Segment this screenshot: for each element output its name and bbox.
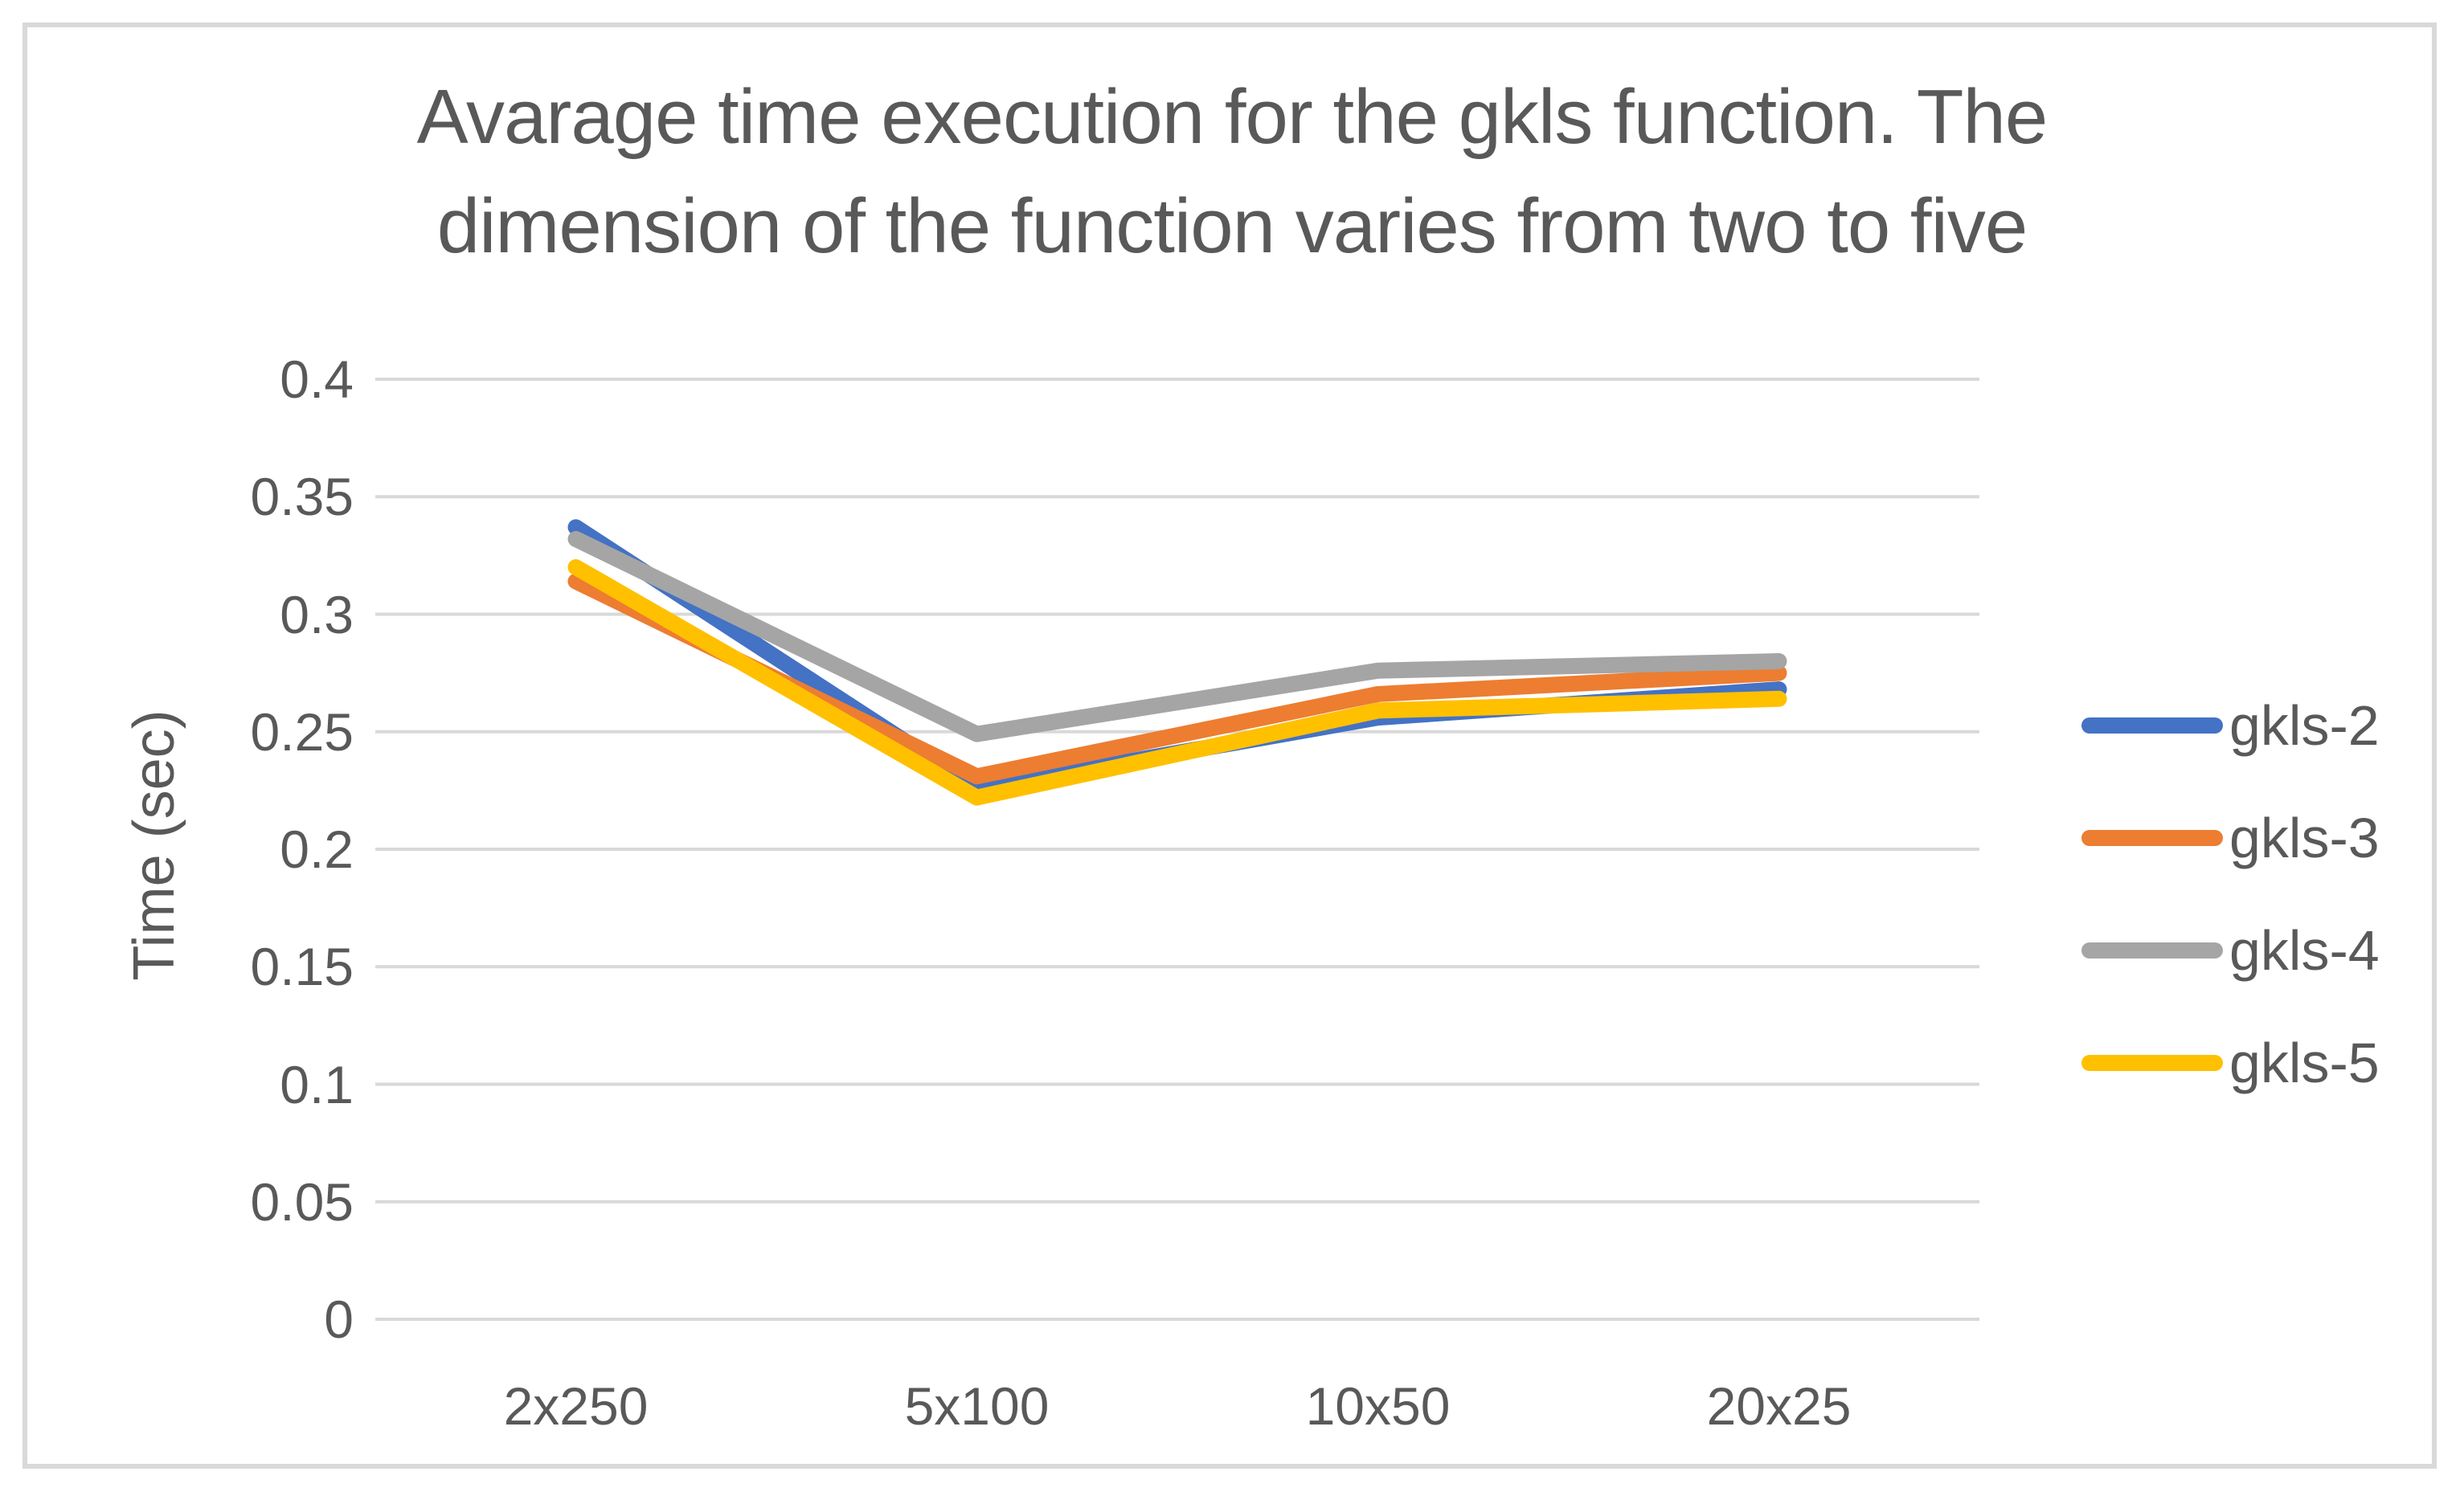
series-line-gkls-4[interactable] (567, 530, 1787, 742)
x-tick-label-20x25: 20x25 (1706, 1376, 1852, 1436)
y-tick-label-0.4: 0.4 (280, 349, 354, 409)
y-tick-label-0.2: 0.2 (280, 820, 354, 879)
chart-title-line-1: Avarage time execution for the gkls func… (416, 74, 2049, 160)
y-tick-label-0.35: 0.35 (250, 467, 354, 527)
y-axis-title: Time (sec) (122, 709, 186, 981)
legend-label-gkls-3[interactable]: gkls-3 (2229, 807, 2380, 869)
series-line-gkls-5[interactable] (567, 559, 1787, 806)
x-tick-label-2x250: 2x250 (503, 1376, 649, 1436)
x-tick-label-10x50: 10x50 (1305, 1376, 1451, 1436)
y-tick-label-0.3: 0.3 (280, 584, 354, 644)
y-tick-label-0.25: 0.25 (250, 701, 354, 762)
y-tick-label-0.05: 0.05 (250, 1171, 354, 1232)
x-tick-label-5x100: 5x100 (904, 1376, 1050, 1436)
legend-label-gkls-2[interactable]: gkls-2 (2229, 694, 2380, 757)
legend-label-gkls-5[interactable]: gkls-5 (2229, 1032, 2380, 1094)
legend-swatch-gkls-3[interactable] (2081, 830, 2223, 846)
legend-swatch-gkls-5[interactable] (2081, 1055, 2223, 1071)
y-tick-label-0.15: 0.15 (250, 937, 354, 997)
legend-swatch-gkls-4[interactable] (2081, 942, 2223, 959)
legend-label-gkls-4[interactable]: gkls-4 (2229, 919, 2380, 982)
chart-title: Avarage time execution for the gkls func… (0, 63, 2464, 281)
chart-title-line-2: dimension of the function varies from tw… (436, 183, 2028, 269)
y-tick-label-0: 0 (324, 1290, 354, 1349)
y-tick-label-0.1: 0.1 (280, 1054, 354, 1114)
legend-swatch-gkls-2[interactable] (2081, 717, 2223, 734)
